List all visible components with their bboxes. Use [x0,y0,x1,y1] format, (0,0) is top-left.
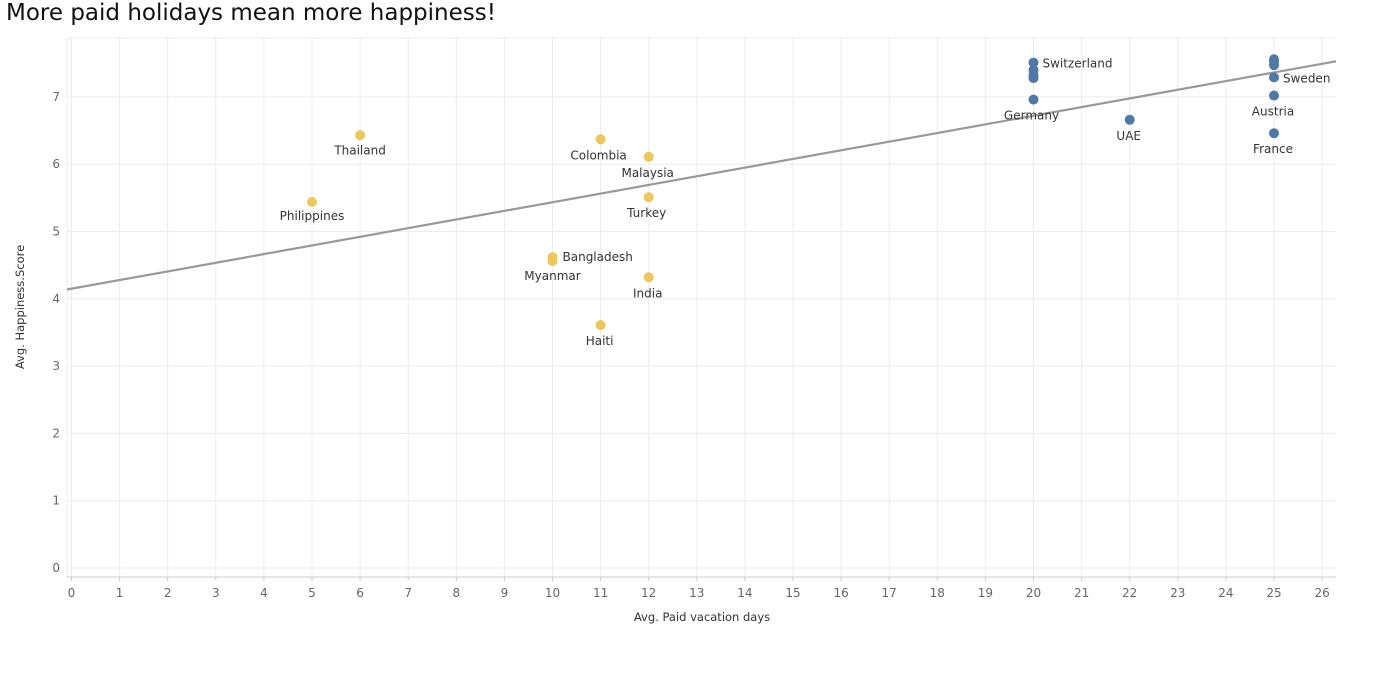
data-point [1028,57,1039,68]
data-point [643,192,654,203]
point-label: Bangladesh [563,250,633,264]
x-tick-label: 8 [452,586,460,600]
data-point [1124,114,1135,125]
data-point [595,320,606,331]
data-point [595,134,606,145]
y-tick-label: 1 [52,494,60,508]
x-tick-label: 2 [164,586,172,600]
point-label: Colombia [570,148,626,162]
y-tick-label: 4 [52,292,60,306]
x-tick-label: 10 [545,586,560,600]
data-point [643,272,654,283]
chart-title: More paid holidays mean more happiness! [6,0,496,26]
data-point [307,196,317,207]
point-label: France [1253,142,1293,156]
y-tick-label: 0 [52,561,60,575]
point-label: Myanmar [524,269,580,283]
x-tick-label: 20 [1026,586,1041,600]
x-tick-label: 3 [212,586,220,600]
point-label: Turkey [626,206,666,220]
point-label: Malaysia [621,166,673,180]
x-tick-label: 11 [593,586,608,600]
x-tick-label: 23 [1170,586,1185,600]
data-point [1028,73,1039,84]
x-tick-label: 22 [1122,586,1137,600]
point-label: Switzerland [1043,57,1113,71]
x-tick-label: 21 [1074,586,1089,600]
x-tick-label: 17 [882,586,897,600]
data-point [1028,94,1039,105]
x-tick-label: 0 [68,586,76,600]
x-tick-label: 14 [737,586,752,600]
data-point [1269,72,1279,83]
y-tick-label: 2 [52,426,60,440]
data-point [355,130,366,141]
y-tick-label: 5 [52,225,60,239]
x-axis-title: Avg. Paid vacation days [634,610,770,624]
data-point [547,256,558,267]
data-point [1269,60,1279,71]
point-label: India [633,286,662,300]
point-label: UAE [1116,129,1141,143]
point-labels: Philippines Thailand Bangladesh Myanmar Colo… [280,57,1331,348]
y-axis-title: Avg. Happiness.Score [13,245,27,369]
x-tick-label: 24 [1218,586,1233,600]
point-label: Thailand [333,143,386,157]
x-tick-label: 9 [501,586,509,600]
point-label: Philippines [280,209,345,223]
trend-line [66,60,1337,291]
x-tick-label: 1 [116,586,124,600]
x-tick-label: 25 [1266,586,1281,600]
data-points [307,54,1279,331]
y-tick-label: 6 [52,157,60,171]
x-tick-label: 19 [978,586,993,600]
point-label: Sweden [1283,71,1330,85]
y-tick-label: 3 [52,359,60,373]
y-tick-label: 7 [52,90,60,104]
x-tick-label: 13 [689,586,704,600]
point-label: Germany [1004,109,1059,123]
x-tick-label: 15 [785,586,800,600]
y-axis-ticks: 0 1 2 3 4 5 6 7 [52,90,60,575]
x-tick-label: 12 [641,586,656,600]
x-tick-label: 5 [308,586,316,600]
data-point [1269,128,1279,139]
point-label: Haiti [586,334,614,348]
data-point [643,151,654,162]
x-tick-label: 7 [404,586,412,600]
x-tick-label: 26 [1314,586,1329,600]
x-tick-label: 16 [833,586,848,600]
x-tick-label: 18 [930,586,945,600]
x-tick-label: 6 [356,586,364,600]
grid [66,37,1336,577]
data-point [1269,90,1279,101]
point-label: Austria [1252,105,1294,119]
x-axis-ticks: 0 1 2 3 4 5 6 7 8 9 10 11 12 13 14 15 16 17 18 19 20 21 22 23 24… [68,577,1330,600]
x-tick-label: 4 [260,586,268,600]
